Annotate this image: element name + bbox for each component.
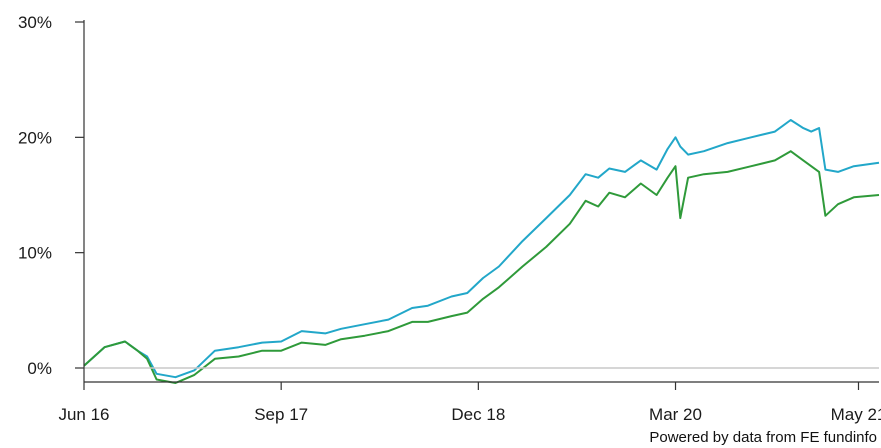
series-line-2 [83,150,880,384]
x-tick-label: May 21 [831,405,881,424]
y-tick-label: 10% [18,244,52,263]
x-tick-label: Dec 18 [451,405,505,424]
series-line-1 [83,119,880,379]
x-tick-label: Jun 16 [58,405,109,424]
y-tick-label: 20% [18,128,52,147]
x-tick-label: Mar 20 [649,405,702,424]
y-tick-label: 0% [27,359,52,378]
y-tick-label: 30% [18,13,52,32]
x-tick-label: Sep 17 [254,405,308,424]
data-credit: Powered by data from FE fundinfo [649,429,877,446]
